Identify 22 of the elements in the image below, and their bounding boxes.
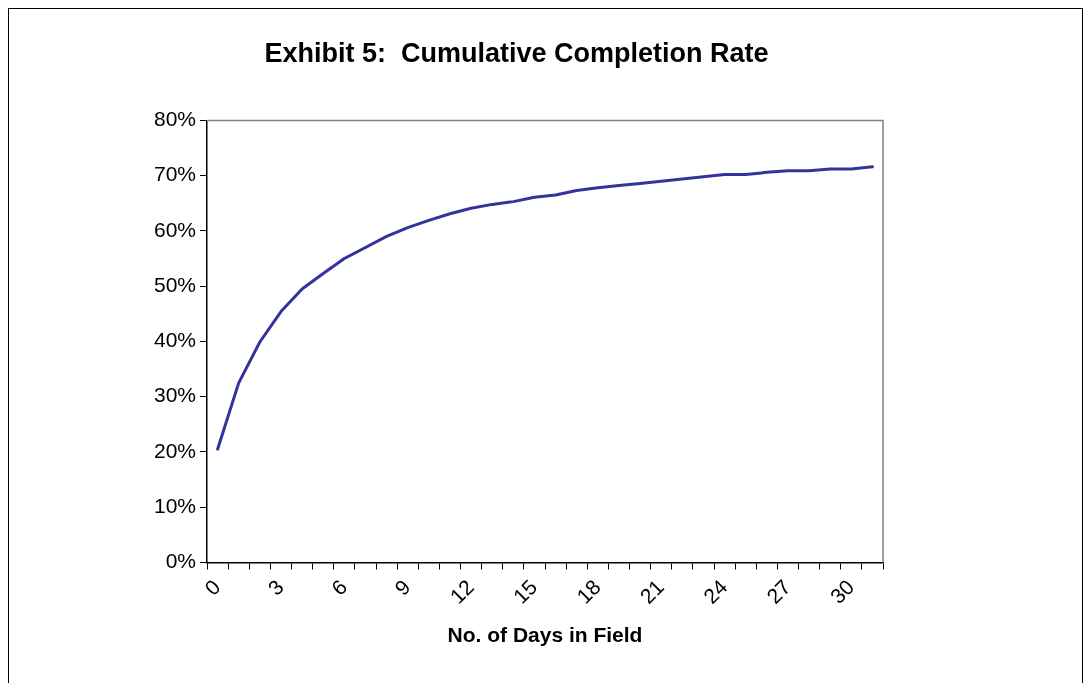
x-tick-label: 6: [326, 575, 352, 600]
x-tick-label: 27: [762, 575, 795, 608]
x-tick-label: 24: [698, 574, 732, 608]
y-tick-label: 70%: [154, 162, 197, 186]
y-tick-label: 0%: [165, 549, 197, 573]
x-tick-label: 12: [445, 575, 479, 608]
chart-title: Exhibit 5: Cumulative Completion Rate: [264, 37, 769, 68]
y-tick-label: 10%: [154, 494, 197, 517]
y-tick-label: 30%: [154, 383, 197, 407]
x-tick-label: 18: [571, 575, 605, 608]
x-tick-label: 9: [390, 575, 415, 600]
y-tick-label: 80%: [154, 107, 197, 131]
y-tick-label: 50%: [154, 272, 197, 296]
x-axis-title: No. of Days in Field: [447, 623, 643, 647]
y-tick-label: 20%: [154, 438, 197, 462]
y-tick-label: 60%: [154, 217, 197, 241]
x-tick-label: 15: [508, 575, 542, 608]
x-tick-label: 21: [635, 575, 669, 608]
x-tick-label: 3: [263, 575, 288, 600]
x-tick-label: 30: [825, 575, 859, 608]
y-tick-label: 40%: [154, 328, 197, 352]
x-tick-label: 0: [199, 575, 225, 600]
